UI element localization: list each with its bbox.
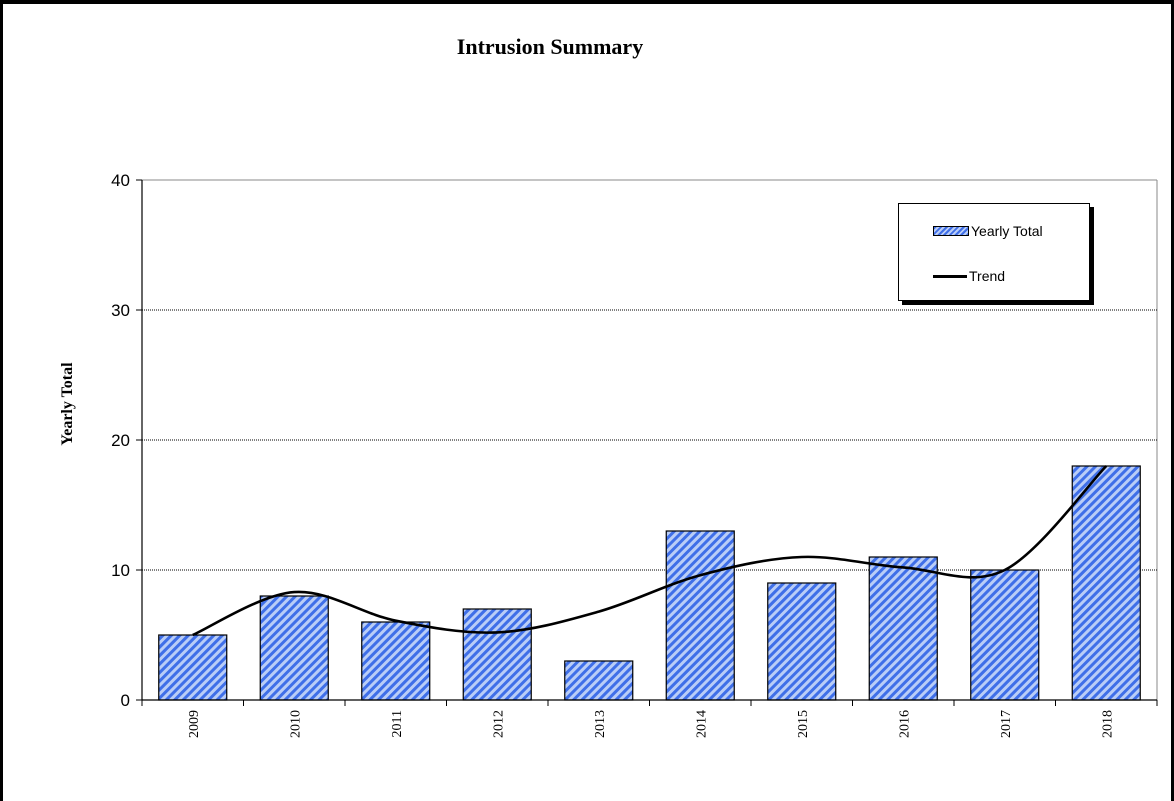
x-tick-label-2015: 2015 bbox=[796, 710, 811, 738]
bar-2014 bbox=[665, 530, 735, 701]
x-tick-label-2013: 2013 bbox=[593, 710, 608, 738]
x-tick-label-2014: 2014 bbox=[694, 710, 709, 738]
y-tick-label-10: 10 bbox=[111, 561, 130, 580]
x-tick-label-2012: 2012 bbox=[491, 710, 506, 738]
y-tick-label-40: 40 bbox=[111, 171, 130, 190]
bar-2017 bbox=[970, 569, 1040, 701]
y-tick-label-0: 0 bbox=[121, 691, 130, 710]
bars bbox=[158, 465, 1141, 701]
x-tick-labels: 2009 2010 2011 2012 2013 2014 2015 2016 2017 2018 bbox=[187, 710, 1116, 738]
bar-2016 bbox=[868, 556, 938, 701]
bar-2010 bbox=[259, 595, 329, 701]
legend-item-bars: Yearly Total bbox=[933, 223, 1043, 239]
y-tick-labels: 0 10 20 30 40 bbox=[111, 171, 130, 710]
y-tick-label-20: 20 bbox=[111, 431, 130, 450]
legend-bar-swatch bbox=[933, 226, 969, 236]
bar-2013 bbox=[564, 660, 634, 701]
legend: Yearly Total Trend bbox=[898, 203, 1090, 301]
x-tick-label-2018: 2018 bbox=[1100, 710, 1115, 738]
x-tick-label-2010: 2010 bbox=[288, 710, 303, 738]
legend-label-bars: Yearly Total bbox=[971, 223, 1043, 239]
legend-item-trend: Trend bbox=[933, 268, 1005, 284]
axes bbox=[136, 179, 1158, 706]
legend-line-swatch bbox=[933, 274, 967, 278]
bar-2012 bbox=[462, 608, 532, 701]
bar-2011 bbox=[361, 621, 431, 701]
x-tick-label-2016: 2016 bbox=[897, 710, 912, 738]
x-tick-label-2009: 2009 bbox=[187, 710, 202, 738]
legend-label-trend: Trend bbox=[969, 268, 1006, 284]
trend-line bbox=[192, 465, 1108, 637]
x-tick-label-2017: 2017 bbox=[999, 710, 1014, 738]
x-tick-label-2011: 2011 bbox=[390, 710, 405, 737]
y-tick-label-30: 30 bbox=[111, 301, 130, 320]
chart-title: Intrusion Summary bbox=[456, 34, 644, 59]
gridlines bbox=[142, 179, 1158, 700]
bar-2018 bbox=[1071, 465, 1141, 701]
trend-line-group bbox=[192, 465, 1108, 637]
bar-2009 bbox=[158, 634, 228, 701]
bar-2015 bbox=[767, 582, 837, 701]
